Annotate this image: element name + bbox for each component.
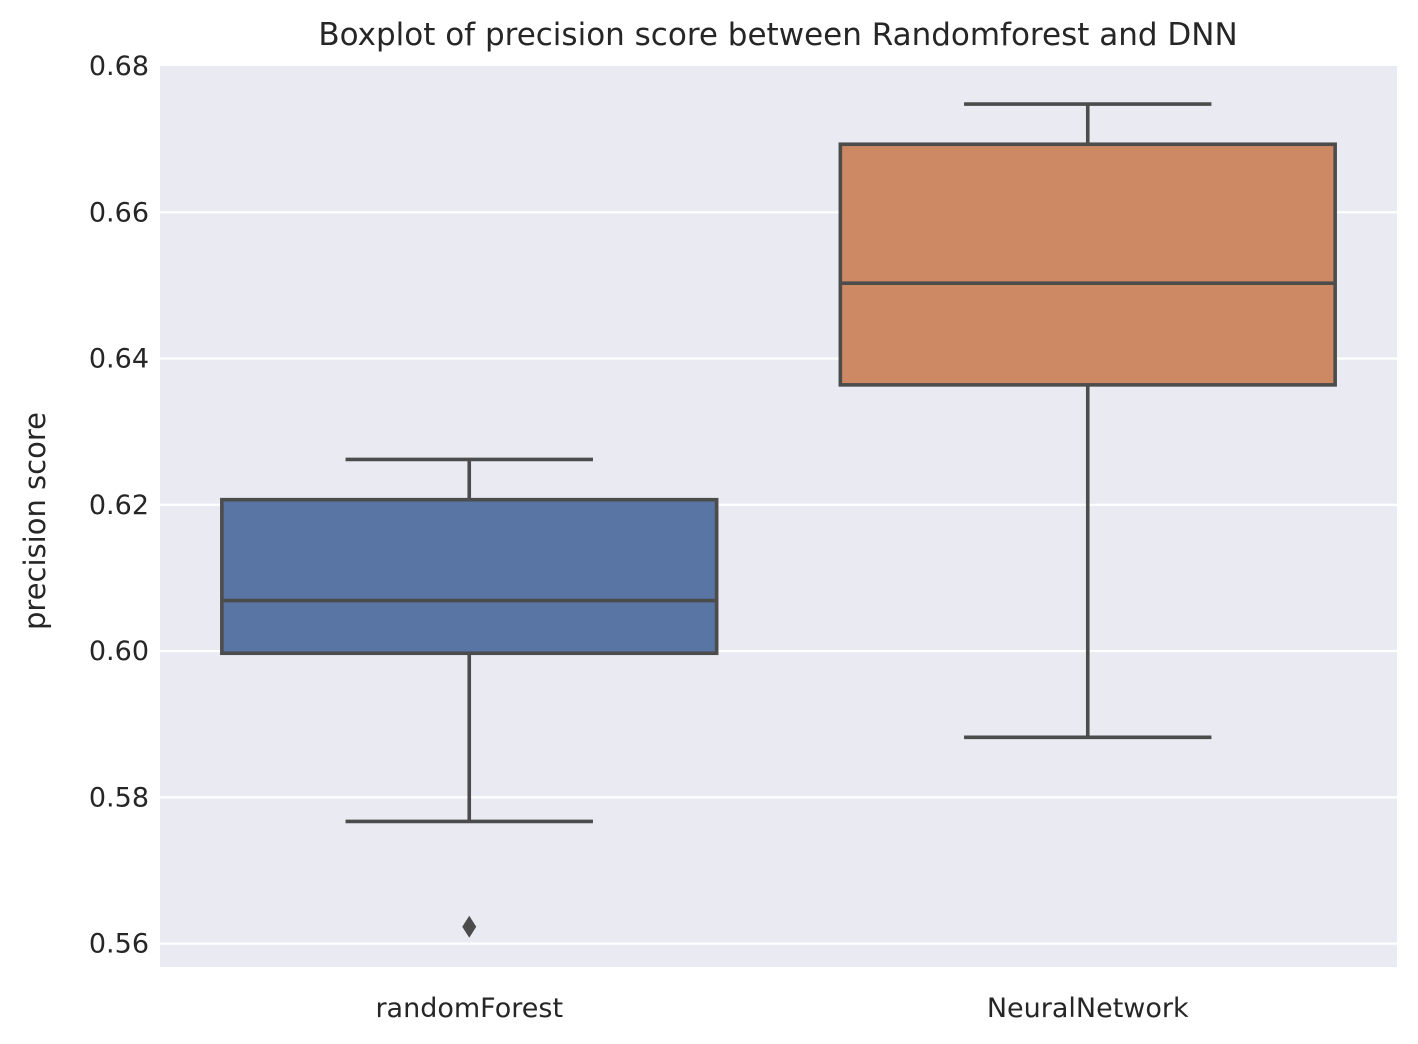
x-tick-label: NeuralNetwork bbox=[987, 993, 1189, 1024]
chart-title: Boxplot of precision score between Rando… bbox=[318, 17, 1237, 53]
y-axis-label: precision score bbox=[18, 412, 52, 630]
iqr-box bbox=[838, 142, 1337, 387]
y-tick-label: 0.58 bbox=[89, 782, 149, 813]
y-tick-label: 0.56 bbox=[89, 929, 149, 960]
outlier-marker bbox=[462, 915, 477, 938]
y-tick-label: 0.66 bbox=[89, 197, 149, 228]
x-tick-labels: randomForest NeuralNetwork bbox=[375, 993, 1189, 1024]
iqr-box bbox=[220, 497, 719, 656]
boxes bbox=[220, 102, 1337, 938]
x-tick-label: randomForest bbox=[375, 993, 563, 1024]
y-tick-label: 0.68 bbox=[89, 51, 149, 82]
y-tick-label: 0.64 bbox=[89, 344, 149, 375]
y-tick-label: 0.62 bbox=[89, 490, 149, 521]
box-randomForest bbox=[220, 457, 719, 938]
box-NeuralNetwork bbox=[838, 102, 1337, 740]
y-tick-label: 0.60 bbox=[89, 636, 149, 667]
y-tick-labels: 0.56 0.58 0.60 0.62 0.64 0.66 0.68 bbox=[89, 51, 149, 960]
